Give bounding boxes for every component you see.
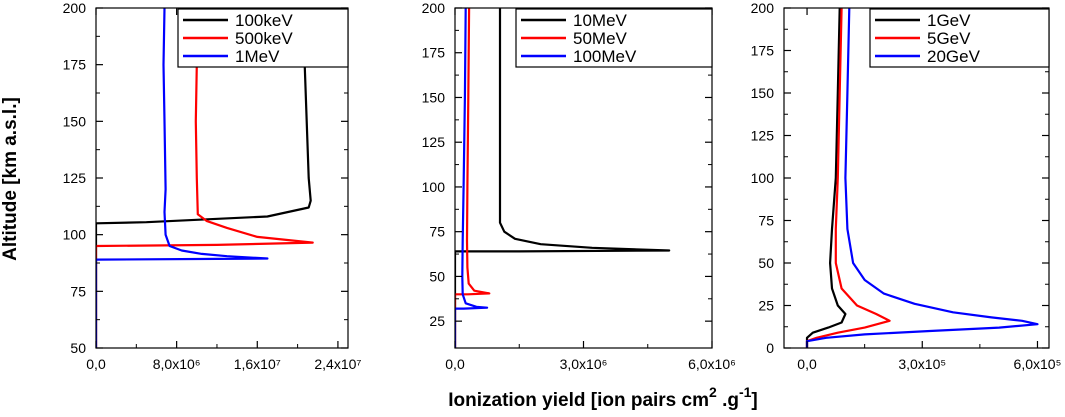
y-tick-label: 175 xyxy=(63,57,87,73)
series-line-500keV xyxy=(96,8,314,348)
y-axis-title: Altitude [km a.s.l.] xyxy=(0,97,21,261)
y-tick-label: 25 xyxy=(429,313,445,329)
series-line-1MeV xyxy=(96,8,269,348)
y-tick-label: 175 xyxy=(422,45,446,61)
y-tick-label: 100 xyxy=(63,227,87,243)
y-tick-label: 75 xyxy=(758,213,774,229)
y-tick-label: 125 xyxy=(751,128,775,144)
y-tick-label: 200 xyxy=(751,0,775,16)
y-tick-label: 175 xyxy=(751,43,775,59)
series-line-100keV xyxy=(96,8,312,348)
legend-label: 1MeV xyxy=(235,47,280,66)
x-tick-label: 0,0 xyxy=(797,356,817,372)
y-tick-label: 0 xyxy=(766,340,774,356)
x-tick-label: 0,0 xyxy=(86,356,106,372)
legend-label: 20GeV xyxy=(927,47,981,66)
y-tick-label: 75 xyxy=(70,283,86,299)
x-tick-label: 0,0 xyxy=(445,356,465,372)
panel-1: 0,0 8,0x10⁶ 1,6x10⁷ 2,4x10⁷ 50 75 100 125 150 175… xyxy=(63,0,362,372)
y-tick-label: 150 xyxy=(422,89,446,105)
x-tick-label: 6,0x10⁵ xyxy=(1014,356,1062,372)
legend-label: 5GeV xyxy=(927,29,971,48)
y-tick-label: 100 xyxy=(751,170,775,186)
legend-label: 500keV xyxy=(235,29,293,48)
series-line-20GeV xyxy=(805,8,1039,348)
x-tick-label: 3,0x10⁶ xyxy=(560,356,608,372)
y-tick-label: 125 xyxy=(63,170,87,186)
y-tick-label: 50 xyxy=(429,268,445,284)
y-tick-label: 25 xyxy=(758,298,774,314)
legend-label: 10MeV xyxy=(573,11,628,30)
x-tick-label: 8,0x10⁶ xyxy=(153,356,201,372)
legend-label: 100keV xyxy=(235,11,293,30)
x-tick-label: 1,6x10⁷ xyxy=(234,356,281,372)
series-line-10MeV xyxy=(455,8,671,348)
series-line-100MeV xyxy=(455,8,489,348)
y-tick-label: 50 xyxy=(758,255,774,271)
legend-label: 100MeV xyxy=(573,47,637,66)
legend-label: 1GeV xyxy=(927,11,971,30)
x-tick-label: 3,0x10⁵ xyxy=(898,356,946,372)
y-tick-label: 100 xyxy=(422,179,446,195)
series-line-1GeV xyxy=(805,8,847,348)
x-axis-title: Ionization yield [ion pairs cm2 .g-1] xyxy=(448,384,758,411)
y-tick-label: 75 xyxy=(429,224,445,240)
y-tick-label: 200 xyxy=(63,0,87,16)
legend-label: 50MeV xyxy=(573,29,628,48)
panel-2: 0,0 3,0x10⁶ 6,0x10⁶ 25 50 75 100 125 150 175 200 10… xyxy=(422,0,736,372)
y-tick-label: 125 xyxy=(422,134,446,150)
x-tick-label: 2,4x10⁷ xyxy=(314,356,361,372)
series-line-5GeV xyxy=(805,8,891,348)
panel-3: 0,0 3,0x10⁵ 6,0x10⁵ 0 25 50 75 100 125 150 175 200 1… xyxy=(751,0,1062,372)
y-tick-label: 150 xyxy=(751,85,775,101)
y-tick-label: 200 xyxy=(422,0,446,16)
y-tick-label: 50 xyxy=(70,340,86,356)
x-tick-label: 6,0x10⁶ xyxy=(688,356,736,372)
y-tick-label: 150 xyxy=(63,113,87,129)
series-line-50MeV xyxy=(455,8,491,348)
